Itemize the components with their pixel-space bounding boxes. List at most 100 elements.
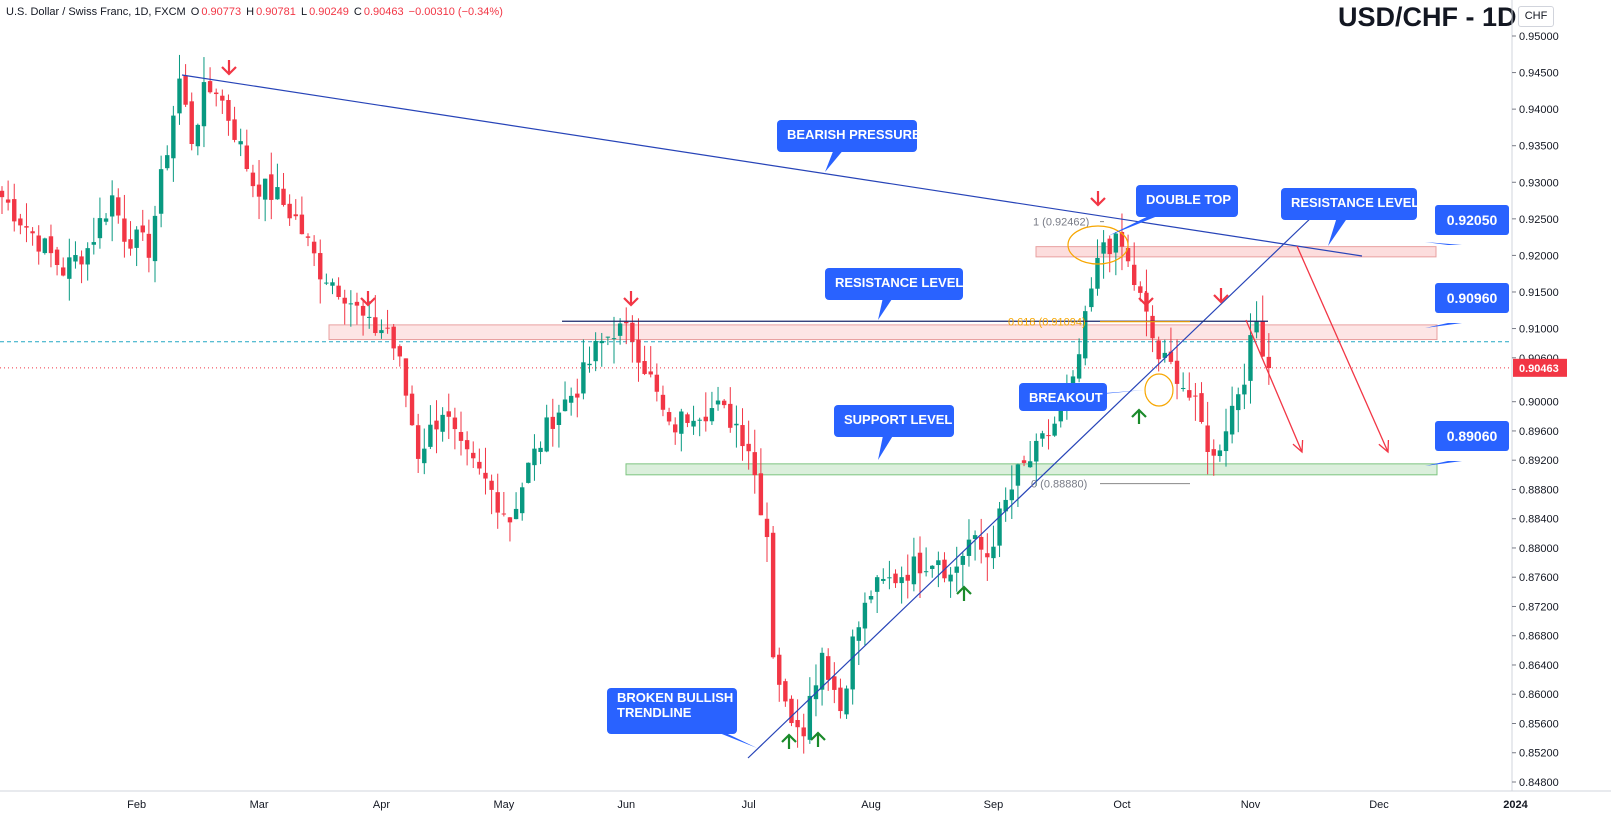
candle-body: [923, 571, 929, 573]
candle: [1236, 387, 1241, 433]
candle: [770, 526, 776, 659]
candle: [1119, 213, 1125, 271]
y-tick-label: 0.89600: [1519, 426, 1559, 438]
candle-body: [1138, 286, 1143, 293]
candle-body: [1003, 499, 1008, 512]
arrow-head: [956, 585, 972, 595]
candle: [1260, 295, 1265, 357]
y-tick-label: 0.87200: [1519, 601, 1559, 613]
candle-body: [795, 720, 800, 728]
candle-body: [1260, 320, 1265, 357]
buy-arrow-icon: [1131, 408, 1147, 424]
candle: [556, 404, 562, 448]
candle-body: [1125, 248, 1131, 262]
last-price-tag: 0.90463: [1513, 358, 1567, 377]
candle-body: [979, 536, 984, 550]
candle: [67, 238, 72, 301]
candle: [691, 405, 696, 435]
candle-body: [568, 395, 574, 403]
bearish-pressure-callout: BEARISH PRESSURE: [777, 120, 921, 172]
candle: [905, 554, 910, 599]
bearish-trendline: [181, 74, 1363, 257]
candle: [1034, 433, 1039, 486]
candle-body: [1199, 393, 1204, 422]
candle-body: [1040, 433, 1045, 439]
candle: [403, 358, 409, 408]
open-label: O: [190, 6, 200, 18]
candle-body: [1089, 288, 1094, 308]
y-tick: 0.89200: [1512, 455, 1559, 467]
candle-body: [311, 241, 317, 254]
candle: [887, 560, 892, 590]
candle: [758, 448, 764, 516]
y-tick-label: 0.94000: [1519, 104, 1559, 116]
callout-box: [1136, 185, 1238, 217]
candle-body: [177, 78, 182, 114]
y-tick: 0.95000: [1512, 31, 1559, 43]
candle: [1095, 239, 1100, 296]
candle-body: [550, 416, 555, 429]
candle-body: [721, 400, 727, 406]
candle: [477, 448, 482, 475]
candle-body: [617, 323, 623, 336]
arrow-head: [360, 297, 376, 307]
candle: [1107, 235, 1112, 273]
candle: [630, 315, 635, 363]
candle: [471, 441, 476, 469]
candle-body: [134, 229, 139, 248]
candle: [42, 237, 48, 255]
candle-body: [195, 124, 201, 147]
level-value: 0.90960: [1447, 290, 1498, 306]
y-tick-label: 0.93500: [1519, 141, 1559, 153]
candle: [801, 713, 806, 754]
candle-body: [544, 417, 549, 452]
candle: [948, 567, 953, 598]
sell-arrow-icon: [1090, 191, 1106, 207]
candle-body: [61, 267, 66, 276]
candle-body: [905, 574, 910, 581]
candle-body: [73, 255, 78, 262]
y-tick: 0.91500: [1512, 287, 1559, 299]
candle-body: [513, 508, 519, 520]
candle: [648, 346, 653, 378]
candle-body: [262, 178, 268, 200]
candle-body: [666, 412, 672, 422]
currency-selector[interactable]: CHF: [1518, 6, 1554, 27]
candle: [1229, 386, 1235, 444]
candle-body: [611, 338, 617, 340]
resistance-zone-upper: [1035, 246, 1437, 258]
candle-body: [648, 371, 653, 375]
candle: [520, 482, 525, 521]
candle: [214, 88, 219, 107]
candle-body: [42, 238, 48, 254]
candle-body: [385, 327, 390, 329]
candle-body: [1156, 340, 1161, 360]
candle-body: [373, 317, 378, 334]
candle-body: [1187, 390, 1192, 398]
x-tick-label: Dec: [1369, 799, 1389, 811]
x-tick-label: Feb: [127, 799, 146, 811]
y-tick: 0.92500: [1512, 214, 1559, 226]
candle-body: [887, 577, 892, 579]
candle-body: [740, 425, 745, 447]
candle-body: [734, 423, 739, 426]
candle: [954, 546, 959, 592]
level-value: 0.92050: [1447, 212, 1498, 228]
candle-body: [862, 602, 868, 629]
candle-body: [30, 231, 35, 234]
candle: [12, 183, 17, 232]
sell-arrow-icon: [1138, 291, 1154, 307]
candle: [1187, 372, 1192, 401]
callout-text: BREAKOUT: [1029, 390, 1103, 405]
candle: [428, 405, 433, 450]
y-tick-label: 0.89200: [1519, 455, 1559, 467]
candle: [764, 502, 770, 563]
candle-body: [489, 480, 494, 490]
candle: [1132, 242, 1137, 291]
candle-body: [703, 416, 708, 422]
candle: [360, 299, 366, 336]
candle: [458, 411, 464, 456]
candle-body: [67, 257, 72, 279]
candle: [73, 241, 78, 269]
